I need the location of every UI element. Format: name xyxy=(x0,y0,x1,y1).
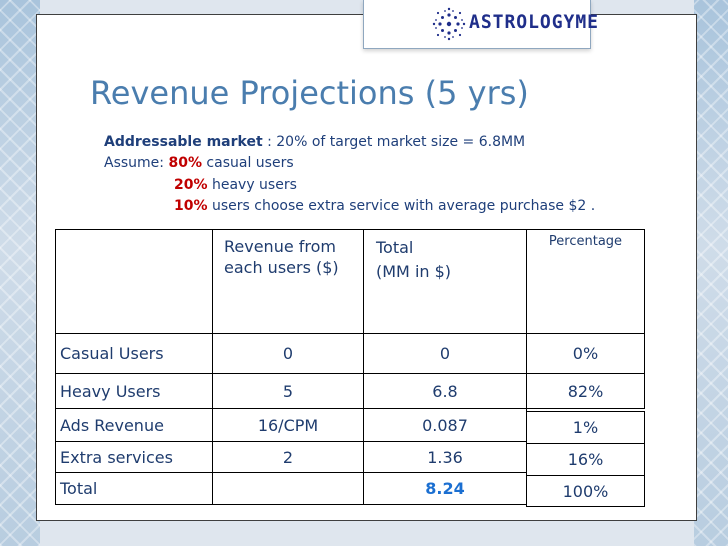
table-cell-revenue: 16/CPM xyxy=(212,408,364,442)
table-cell-revenue: 0 xyxy=(212,333,364,374)
table-cell-total: 0.087 xyxy=(363,408,527,442)
page-title: Revenue Projections (5 yrs) xyxy=(90,74,529,112)
table-header-total-line2: (MM in $) xyxy=(376,262,452,281)
table-cell-percentage: 100% xyxy=(526,475,645,507)
heavy-pct: 20% xyxy=(174,177,208,193)
table-cell-percentage: 16% xyxy=(526,443,645,476)
extra-pct: 10% xyxy=(174,198,208,214)
table-cell-revenue: 5 xyxy=(212,373,364,409)
background-pattern-left xyxy=(0,0,40,546)
background-pattern-right xyxy=(694,0,728,546)
casual-pct: 80% xyxy=(168,155,202,171)
table-row-label: Heavy Users xyxy=(55,373,213,409)
table-cell-revenue xyxy=(212,472,364,505)
table-cell-percentage: 1% xyxy=(526,411,645,444)
table-header-revenue: Revenue from each users ($) xyxy=(212,229,364,334)
table-header-total: Total (MM in $) xyxy=(363,229,527,334)
assume-casual-line: Assume: 80% casual users xyxy=(104,155,294,171)
logo-text: ASTROLOGYME xyxy=(469,11,600,33)
addressable-market-line: Addressable market : 20% of target marke… xyxy=(104,134,525,150)
table-row-label: Total xyxy=(55,472,213,505)
table-cell-total: 0 xyxy=(363,333,527,374)
table-cell-total: 1.36 xyxy=(363,441,527,473)
assume-extra-line: 10% users choose extra service with aver… xyxy=(174,198,595,214)
assume-heavy-line: 20% heavy users xyxy=(174,177,297,193)
table-header-empty xyxy=(55,229,213,334)
star-burst-icon xyxy=(432,7,466,41)
extra-text: users choose extra service with average … xyxy=(207,198,596,214)
casual-text: casual users xyxy=(201,155,294,171)
table-cell-percentage: 0% xyxy=(526,333,645,374)
table-cell-percentage: 82% xyxy=(526,373,645,409)
heavy-text: heavy users xyxy=(207,177,297,193)
table-row-label: Ads Revenue xyxy=(55,408,213,442)
logo-box xyxy=(363,0,591,49)
table-cell-revenue: 2 xyxy=(212,441,364,473)
table-header-total-line1: Total xyxy=(376,238,414,257)
addressable-market-text: : 20% of target market size = 6.8MM xyxy=(262,134,526,150)
addressable-market-label: Addressable market xyxy=(104,134,263,150)
table-row-label: Extra services xyxy=(55,441,213,473)
assume-label: Assume: xyxy=(104,155,169,171)
table-header-percentage: Percentage xyxy=(526,229,645,334)
table-cell-total: 6.8 xyxy=(363,373,527,409)
table-row-label: Casual Users xyxy=(55,333,213,374)
table-cell-total: 8.24 xyxy=(363,472,527,505)
